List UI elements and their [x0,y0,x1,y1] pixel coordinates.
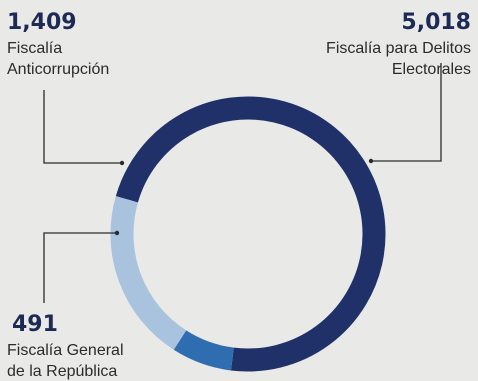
donut-slices [110,96,386,372]
category-label-general-line2: de la República [7,363,117,380]
leader-dot-anticorrupcion [119,160,125,166]
category-label-anticorrupcion-line2: Anticorrupción [7,61,109,78]
category-label-general: Fiscalía General [7,342,124,359]
value-label-electorales: 5,018 [401,10,471,35]
leader-dot-general [114,230,120,236]
category-label-electorales: Fiscalía para Delitos [326,40,471,57]
leader-line-general [43,232,117,303]
leader-line-electorales [371,63,442,162]
category-label-anticorrupcion: Fiscalía [7,40,62,57]
leader-line-anticorrupcion [43,90,122,164]
leader-dot-electorales [368,158,374,164]
value-label-general: 491 [12,312,58,337]
donut-slice-electorales [115,96,386,372]
donut-slice-general [173,330,235,371]
value-label-anticorrupcion: 1,409 [7,10,77,35]
category-label-electorales-line2: Electorales [392,61,471,78]
donut-slice-anticorrupcion [110,196,187,350]
